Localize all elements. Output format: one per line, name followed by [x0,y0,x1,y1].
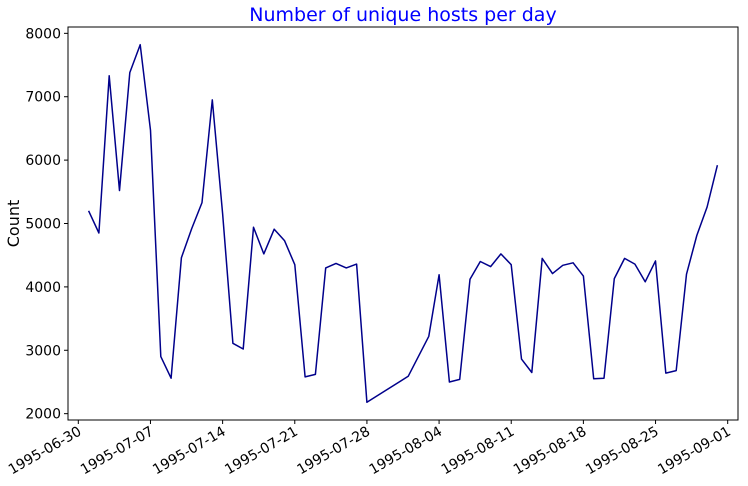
chart-title: Number of unique hosts per day [249,4,556,26]
y-axis-label: Count [4,200,23,248]
x-tick-label: 1995-08-04 [367,424,446,479]
x-tick-label: 1995-09-01 [655,424,733,479]
x-tick-label: 1995-08-18 [511,424,589,479]
x-tick-label: 1995-08-11 [439,424,517,479]
y-tick-label: 8000 [25,26,61,42]
x-tick-label: 1995-07-14 [150,424,229,479]
y-tick-label: 5000 [25,217,61,233]
y-tick-label: 7000 [25,90,61,106]
x-tick-label: 1995-07-21 [222,424,300,479]
plot-area [67,26,739,421]
y-tick-label: 2000 [25,407,61,423]
y-axis: 2000 3000 4000 5000 6000 7000 8000 [25,26,68,423]
x-tick-label: 1995-06-30 [6,424,84,479]
series-line [87,43,719,404]
x-tick-label: 1995-07-28 [294,424,372,479]
x-axis: 1995-06-301995-07-071995-07-141995-07-21… [6,420,734,478]
y-tick-label: 6000 [25,153,61,169]
x-tick-label: 1995-08-25 [583,424,661,479]
y-tick-label: 3000 [25,343,61,359]
y-tick-label: 4000 [25,280,61,296]
x-tick-label: 1995-07-07 [78,424,156,479]
